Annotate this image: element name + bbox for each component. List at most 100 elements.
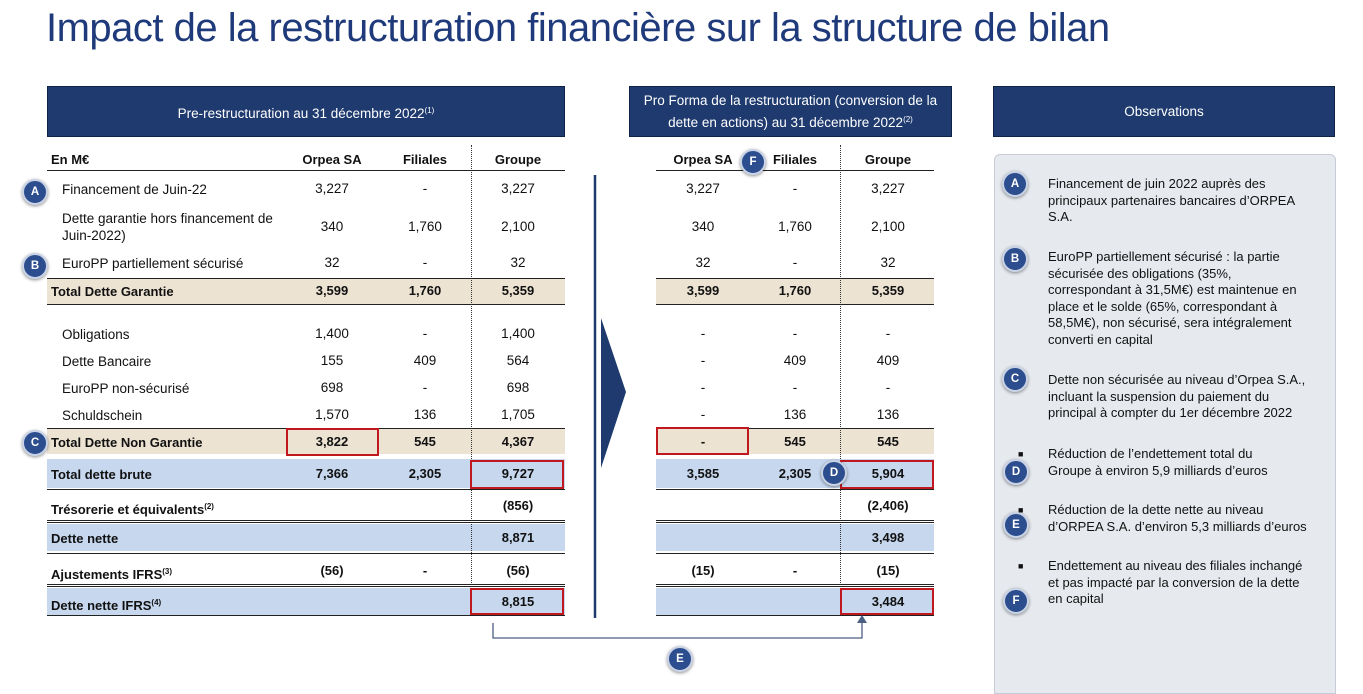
unit-label: En M€ — [51, 152, 90, 167]
col-filiales-pro: Filiales — [772, 152, 818, 167]
rule — [47, 489, 565, 490]
cell: 8,871 — [501, 530, 535, 545]
row-label: Financement de Juin-22 — [62, 182, 207, 197]
cell: - — [792, 380, 798, 395]
badge-c: C — [22, 430, 48, 456]
cell: 5,904 — [871, 466, 905, 481]
cell: 698 — [320, 380, 344, 395]
arrow-graphic — [593, 175, 626, 618]
rule — [656, 428, 934, 429]
footnote-ref: (3) — [162, 567, 173, 576]
rule — [656, 304, 934, 305]
observation-f: Endettement au niveau des filiales incha… — [1048, 558, 1323, 608]
highlight-box — [840, 588, 934, 615]
obs-line: place et le solde (65%, correspondant à — [1048, 298, 1278, 314]
right-arrow-icon — [601, 318, 626, 468]
cell: - — [792, 563, 798, 578]
observations-header: Observations — [993, 86, 1335, 137]
double-rule — [656, 584, 934, 587]
obs-line: S.A. — [1048, 209, 1073, 224]
rule — [47, 278, 565, 279]
footnote-ref: (4) — [151, 598, 162, 607]
obs-line: EuroPP partiellement sécurisé : la parti… — [1048, 249, 1280, 264]
cell: (856) — [502, 498, 534, 513]
row-label: Dette garantie hors financement de Juin-2… — [62, 210, 273, 244]
row-label: Dette nette — [51, 531, 119, 546]
groupe-divider-pre — [471, 145, 472, 615]
cell: 3,599 — [686, 283, 720, 298]
cell: (56) — [320, 563, 344, 578]
obs-line: converti en capital — [1048, 331, 1153, 347]
col-filiales-pre: Filiales — [402, 152, 448, 167]
col-orpea-pro: Orpea SA — [673, 152, 733, 167]
dette-nette-ifrs-band-pre — [47, 588, 565, 615]
connector-arrow — [492, 615, 867, 639]
badge-c: C — [1002, 366, 1028, 392]
badge-a: A — [1002, 171, 1028, 197]
pre-header-text: Pre-restructuration au 31 décembre 2022 — [177, 105, 425, 121]
cell: - — [792, 326, 798, 341]
highlight-box — [286, 428, 379, 456]
cell: 3,822 — [315, 434, 349, 449]
row-label-text: Dette nette IFRS — [51, 598, 152, 613]
total-non-garantie-band-pro — [656, 428, 934, 454]
cell: 1,760 — [408, 283, 442, 298]
obs-line: Réduction de l’endettement total du — [1048, 446, 1253, 461]
cell: (15) — [876, 563, 900, 578]
dette-nette-ifrs-band-pro — [656, 588, 934, 615]
row-label-text: Ajustements IFRS — [51, 567, 163, 582]
cell: 564 — [506, 353, 530, 368]
cell: 1,760 — [778, 283, 812, 298]
row-label: EuroPP partiellement sécurisé — [62, 256, 244, 271]
cell: 3,599 — [315, 283, 349, 298]
cell: 545 — [784, 434, 806, 449]
rule — [656, 615, 934, 616]
cell: 409 — [783, 353, 807, 368]
cell: 7,366 — [315, 466, 349, 481]
cell: 3,227 — [871, 181, 905, 196]
rule — [656, 170, 934, 171]
cell: - — [700, 380, 706, 395]
double-rule — [47, 584, 565, 587]
cell: 2,305 — [778, 466, 812, 481]
badge-e: E — [1003, 512, 1029, 538]
rule — [47, 304, 565, 305]
cell: (56) — [506, 563, 530, 578]
col-groupe-pro: Groupe — [864, 152, 912, 167]
row-label: Total Dette Non Garantie — [51, 435, 203, 450]
obs-line: Endettement au niveau des filiales incha… — [1048, 558, 1303, 573]
cell: 409 — [876, 353, 900, 368]
total-garantie-band-pre — [47, 278, 565, 304]
pro-header-line2: dette en actions) au 31 décembre 2022 — [668, 115, 904, 130]
cell: - — [422, 255, 428, 270]
dette-nette-band-pre — [47, 524, 565, 551]
badge-b: B — [1002, 246, 1028, 272]
observation-e: Réduction de la dette nette au niveau d’… — [1048, 502, 1323, 535]
obs-line: correspondant à 31,5M€) est maintenue en — [1048, 282, 1297, 297]
cell: 340 — [691, 219, 715, 234]
cell: 32 — [695, 255, 711, 270]
obs-line: d’ORPEA S.A. d’environ 5,3 milliards d’e… — [1048, 518, 1307, 534]
row-label: Dette Bancaire — [62, 354, 152, 369]
cell: 1,400 — [501, 326, 535, 341]
cell: - — [700, 407, 706, 422]
cell: 155 — [320, 353, 344, 368]
cell: - — [792, 181, 798, 196]
row-label: Total Dette Garantie — [51, 284, 174, 299]
dette-brute-band-pro — [656, 459, 934, 488]
obs-line: Dette non sécurisée au niveau d’Orpea S.… — [1048, 372, 1306, 387]
rule — [656, 489, 934, 490]
cell: 3,227 — [315, 181, 349, 196]
row-label-line2: Juin-2022) — [62, 228, 126, 243]
observation-b: EuroPP partiellement sécurisé : la parti… — [1048, 249, 1323, 348]
pre-header-note: (1) — [424, 105, 435, 115]
badge-f: F — [740, 149, 766, 175]
obs-line: principal à compter du 1er décembre 2022 — [1048, 405, 1293, 420]
cell: 136 — [413, 407, 437, 422]
cell: (2,406) — [867, 498, 909, 513]
observation-c: Dette non sécurisée au niveau d’Orpea S.… — [1048, 372, 1323, 422]
cell: 698 — [506, 380, 530, 395]
highlight-box — [470, 460, 564, 489]
double-rule — [656, 520, 934, 523]
row-label: Obligations — [62, 327, 130, 342]
